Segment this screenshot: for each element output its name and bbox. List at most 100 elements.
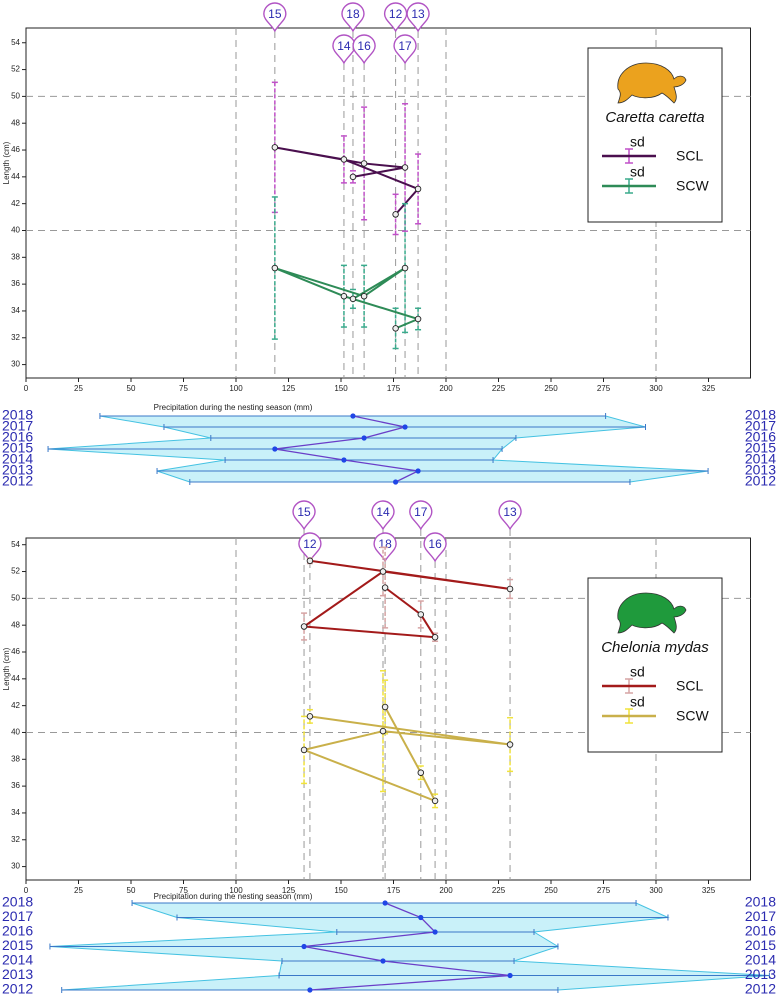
y-tick-label: 34 bbox=[11, 808, 20, 817]
data-point bbox=[401, 264, 409, 272]
y-tick-label: 42 bbox=[11, 199, 20, 208]
y-axis-label: Length (cm) bbox=[2, 647, 11, 690]
year-pin bbox=[341, 2, 365, 33]
x-tick-label: 75 bbox=[179, 384, 188, 393]
turtle-body bbox=[617, 62, 687, 104]
x-tick-label: 150 bbox=[334, 384, 348, 393]
year-pin bbox=[298, 532, 322, 563]
year-label-right: 2013 bbox=[745, 462, 776, 478]
y-tick-label: 46 bbox=[11, 145, 20, 154]
y-tick-label: 34 bbox=[11, 306, 20, 315]
y-tick-label: 54 bbox=[11, 540, 20, 549]
pin-label: 14 bbox=[376, 505, 390, 519]
year-pin bbox=[383, 2, 408, 33]
x-tick-label: 125 bbox=[282, 886, 296, 895]
year-label-right: 2014 bbox=[745, 451, 776, 467]
year-label-left: 2014 bbox=[2, 451, 33, 467]
legend-label: SCW bbox=[676, 178, 709, 194]
data-point bbox=[381, 584, 389, 591]
year-label-right: 2016 bbox=[745, 923, 776, 939]
y-tick-label: 52 bbox=[11, 567, 20, 576]
pin-label: 18 bbox=[346, 7, 360, 21]
y-tick-label: 38 bbox=[11, 754, 20, 763]
data-point bbox=[414, 315, 422, 323]
year-pin bbox=[292, 500, 316, 531]
mean-precip-dot bbox=[272, 446, 278, 452]
legend-sd-label: sd bbox=[630, 664, 645, 680]
x-tick-label: 225 bbox=[492, 886, 506, 895]
x-tick-label: 125 bbox=[282, 384, 296, 393]
data-point bbox=[506, 585, 514, 593]
data-point bbox=[306, 713, 314, 720]
data-point bbox=[271, 144, 279, 151]
year-pin bbox=[332, 34, 356, 65]
mean-precip-dot bbox=[301, 943, 307, 950]
x-tick-label: 325 bbox=[702, 384, 716, 393]
year-pin bbox=[406, 2, 430, 33]
pin-label: 12 bbox=[303, 537, 317, 551]
legend-title: Chelonia mydas bbox=[601, 639, 709, 656]
data-point bbox=[306, 557, 314, 565]
legend-label: SCL bbox=[676, 678, 703, 694]
turtle-body bbox=[617, 592, 687, 634]
year-pin bbox=[423, 532, 447, 563]
year-label-left: 2018 bbox=[2, 407, 33, 423]
mean-precip-dot bbox=[361, 435, 367, 441]
year-label-right: 2013 bbox=[745, 966, 776, 982]
data-point bbox=[506, 741, 514, 748]
data-point bbox=[392, 325, 399, 332]
pin-label: 14 bbox=[337, 39, 351, 53]
x-tick-label: 25 bbox=[74, 886, 83, 895]
data-point bbox=[414, 185, 422, 193]
y-tick-label: 32 bbox=[11, 835, 20, 844]
x-tick-label: 250 bbox=[544, 886, 558, 895]
mean-precip-dot bbox=[415, 468, 421, 474]
mean-precip-dot bbox=[382, 900, 388, 906]
year-pin bbox=[263, 2, 287, 33]
year-label-left: 2017 bbox=[2, 908, 33, 924]
x-tick-label: 200 bbox=[439, 886, 453, 895]
x-axis-label: Precipitation during the nesting season … bbox=[154, 403, 313, 412]
x-tick-label: 25 bbox=[74, 384, 83, 393]
data-point bbox=[360, 292, 368, 300]
x-tick-label: 50 bbox=[127, 384, 136, 393]
data-point bbox=[381, 703, 389, 711]
y-tick-label: 30 bbox=[11, 360, 20, 369]
x-tick-label: 50 bbox=[127, 886, 136, 895]
year-label-left: 2016 bbox=[2, 923, 33, 939]
data-point bbox=[300, 623, 308, 630]
plot-frame bbox=[25, 27, 751, 379]
mean-precip-dot bbox=[307, 987, 313, 993]
y-tick-label: 44 bbox=[11, 172, 20, 181]
mean-precip-dot bbox=[341, 457, 347, 463]
pin-label: 16 bbox=[428, 537, 442, 551]
year-label-left: 2012 bbox=[2, 473, 33, 489]
data-point bbox=[379, 727, 387, 735]
y-tick-label: 30 bbox=[11, 862, 20, 871]
data-point bbox=[392, 211, 399, 218]
x-tick-label: 0 bbox=[24, 886, 29, 895]
legend-label: SCL bbox=[676, 148, 703, 164]
turtle-icon bbox=[617, 592, 687, 634]
data-point bbox=[300, 746, 308, 754]
legend-sd-label: sd bbox=[630, 164, 645, 180]
mean-precip-dot bbox=[380, 958, 386, 964]
year-label-right: 2017 bbox=[745, 908, 776, 924]
y-axis-label: Length (cm) bbox=[2, 141, 11, 184]
year-pin bbox=[371, 500, 395, 531]
data-point bbox=[401, 164, 409, 171]
pin-label: 17 bbox=[414, 505, 428, 519]
x-axis-label: Precipitation during the nesting season … bbox=[154, 892, 313, 901]
legend-sd-label: sd bbox=[630, 694, 645, 710]
data-point bbox=[417, 611, 425, 618]
year-label-left: 2013 bbox=[2, 462, 33, 478]
pin-label: 13 bbox=[503, 505, 517, 519]
data-point bbox=[379, 568, 387, 575]
x-tick-label: 300 bbox=[649, 384, 663, 393]
x-tick-label: 175 bbox=[387, 886, 401, 895]
y-tick-label: 52 bbox=[11, 65, 20, 74]
x-tick-label: 300 bbox=[649, 886, 663, 895]
year-label-left: 2015 bbox=[2, 937, 33, 953]
